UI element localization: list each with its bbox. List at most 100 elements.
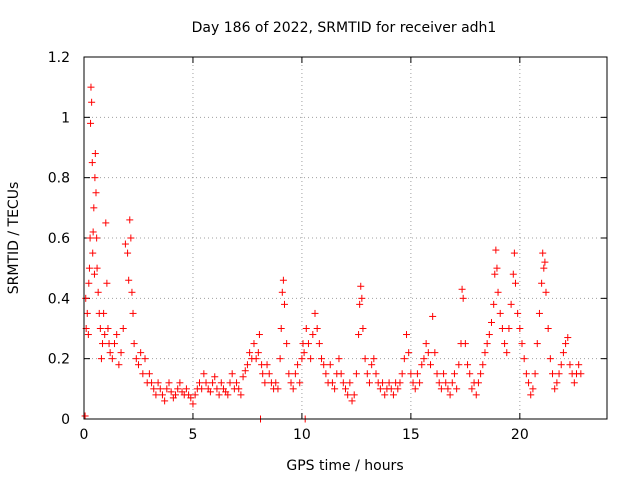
data-point <box>99 340 107 348</box>
data-point <box>88 159 96 167</box>
data-point <box>491 270 499 278</box>
data-point <box>94 288 102 296</box>
data-point <box>163 385 171 393</box>
data-point <box>501 340 509 348</box>
data-point <box>139 370 147 378</box>
data-point <box>87 83 95 91</box>
data-point <box>516 325 524 332</box>
y-tick-label: 1.2 <box>48 50 70 66</box>
data-point <box>544 325 552 332</box>
data-point <box>129 309 137 317</box>
data-point <box>416 379 424 387</box>
data-point <box>101 331 109 339</box>
y-tick-labels: 0 0.2 0.4 0.6 0.8 1 1.2 <box>48 50 70 428</box>
data-point <box>187 394 195 402</box>
data-point <box>350 391 358 399</box>
data-point <box>525 379 533 387</box>
data-point <box>485 331 493 339</box>
data-point <box>277 325 285 332</box>
data-point <box>348 397 356 405</box>
data-point <box>125 276 133 284</box>
data-point <box>358 294 366 302</box>
data-point <box>90 204 98 212</box>
data-point <box>446 391 454 399</box>
data-point <box>215 391 223 399</box>
data-point <box>514 309 522 317</box>
data-point <box>411 385 419 393</box>
data-point <box>246 349 254 357</box>
data-point <box>117 349 125 357</box>
data-point <box>322 370 330 378</box>
data-point <box>233 379 241 387</box>
data-point <box>113 331 121 339</box>
data-point <box>337 370 345 378</box>
data-point <box>217 379 225 387</box>
data-point <box>127 234 135 242</box>
data-point <box>280 300 288 308</box>
data-point <box>174 385 182 393</box>
data-point <box>440 370 448 378</box>
data-point <box>396 379 404 387</box>
chart-title: Day 186 of 2022, SRMTID for receiver adh… <box>192 20 497 36</box>
data-point <box>102 219 110 227</box>
data-point <box>276 355 284 363</box>
data-point <box>531 370 539 378</box>
data-point <box>437 385 445 393</box>
data-point <box>546 355 554 363</box>
data-point <box>542 288 550 296</box>
data-point <box>507 300 515 308</box>
data-point <box>195 379 203 387</box>
data-point <box>82 294 90 302</box>
data-point <box>459 294 467 302</box>
data-point <box>200 370 208 378</box>
data-point <box>211 373 219 381</box>
data-point <box>141 355 149 363</box>
data-point <box>250 340 258 348</box>
data-point <box>562 340 570 348</box>
data-point <box>237 391 245 399</box>
data-point <box>287 379 295 387</box>
data-point <box>464 361 472 369</box>
data-point <box>488 318 496 326</box>
data-point <box>555 370 563 378</box>
data-point <box>424 349 432 357</box>
data-point <box>453 385 461 393</box>
data-point <box>228 370 236 378</box>
data-point <box>403 331 411 339</box>
data-point <box>263 361 271 369</box>
data-point <box>172 391 180 399</box>
data-point <box>352 370 360 378</box>
data-point <box>540 264 548 272</box>
data-point <box>376 385 384 393</box>
data-point <box>498 325 506 332</box>
data-point <box>385 379 393 387</box>
data-point <box>278 288 286 296</box>
data-point <box>564 334 572 342</box>
data-point <box>167 388 175 396</box>
data-point <box>134 361 142 369</box>
data-point <box>89 249 97 257</box>
y-tick-label: 0.6 <box>48 231 70 247</box>
data-point <box>511 279 519 287</box>
data-point <box>433 370 441 378</box>
data-point <box>239 373 247 381</box>
data-point <box>97 355 105 363</box>
y-tick-label: 0 <box>61 412 70 428</box>
data-point <box>202 379 210 387</box>
plot-frame <box>83 56 608 420</box>
data-point <box>300 349 308 357</box>
data-point <box>450 370 458 378</box>
data-point <box>191 391 199 399</box>
data-point <box>86 234 94 242</box>
data-point <box>509 270 517 278</box>
data-point <box>355 331 363 339</box>
data-point <box>577 370 585 378</box>
data-point <box>315 340 323 348</box>
data-point <box>291 370 299 378</box>
data-point <box>128 288 136 296</box>
data-point <box>570 379 578 387</box>
data-point <box>89 228 97 236</box>
data-point <box>413 370 421 378</box>
data-point <box>490 300 498 308</box>
data-point <box>539 249 547 257</box>
